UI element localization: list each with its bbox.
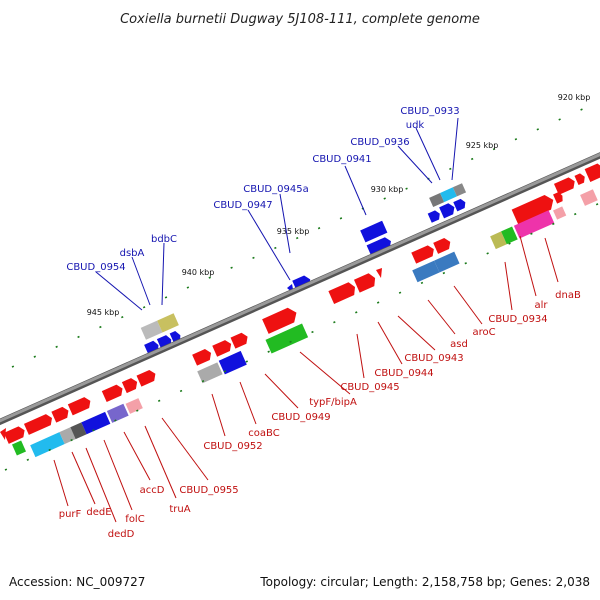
gene-label: CBUD_0949 bbox=[271, 412, 330, 423]
gene-cbud-0934 bbox=[511, 192, 563, 225]
bottom-labels: dnaB alr CBUD_0934 aroC asd CBUD_0943 CB… bbox=[59, 290, 581, 540]
kbp-scale: 920 kbp 925 kbp 930 kbp 935 kbp 940 kbp … bbox=[87, 93, 591, 317]
gene-label: CBUD_0945 bbox=[340, 382, 399, 393]
gene-label: accD bbox=[140, 485, 165, 496]
genome-backbone bbox=[0, 152, 600, 426]
gene-label: CBUD_0944 bbox=[374, 368, 433, 379]
gene-dnaB bbox=[580, 189, 598, 206]
kbp-label: 940 kbp bbox=[182, 268, 215, 277]
gene-cbud-0941b bbox=[366, 237, 391, 257]
gene-label: alr bbox=[534, 300, 548, 311]
gene-label: CBUD_0947 bbox=[213, 200, 272, 211]
top-leader-lines bbox=[95, 117, 459, 311]
gene-label: CBUD_0934 bbox=[488, 314, 547, 325]
gene-label: dnaB bbox=[555, 290, 581, 301]
gene-label: dedE bbox=[86, 507, 111, 518]
gene-label: CBUD_0954 bbox=[66, 262, 125, 273]
gene-label: typF/bipA bbox=[309, 397, 357, 408]
kbp-label: 935 kbp bbox=[277, 227, 310, 236]
gene-label: dedD bbox=[108, 529, 135, 540]
gene-coaBC bbox=[197, 350, 247, 384]
gene-udk bbox=[429, 183, 467, 207]
gene-label: aroC bbox=[472, 327, 495, 338]
kbp-label: 920 kbp bbox=[558, 93, 591, 102]
gene-label: bdbC bbox=[151, 234, 177, 245]
gene-cbud-0955 bbox=[101, 369, 156, 403]
gene-label: udk bbox=[406, 120, 425, 131]
gene-purF-edge bbox=[0, 428, 6, 440]
gene-cbud-0949 bbox=[192, 332, 248, 366]
gene-folC bbox=[30, 398, 143, 458]
gene-typF-bipA bbox=[265, 323, 309, 354]
gene-label: folC bbox=[125, 514, 144, 525]
gene-truA-cluster bbox=[3, 397, 91, 444]
kbp-label: 925 kbp bbox=[466, 141, 499, 150]
gene-label: CBUD_0933 bbox=[400, 106, 459, 117]
gene-label: purF bbox=[59, 509, 82, 520]
gene-cbud-0943 bbox=[328, 273, 376, 304]
gene-cbud-0944 bbox=[376, 268, 382, 278]
kbp-label: 945 kbp bbox=[87, 308, 120, 317]
gene-alr bbox=[490, 206, 567, 250]
map-title: Coxiella burnetii Dugway 5J108-111, comp… bbox=[120, 12, 480, 27]
gene-label: dsbA bbox=[120, 248, 145, 259]
gene-cbud-0945 bbox=[262, 307, 297, 334]
accession-text: Accession: NC_009727 bbox=[9, 575, 145, 589]
gene-label: coaBC bbox=[248, 428, 279, 439]
gene-label: asd bbox=[450, 339, 468, 350]
gene-label: CBUD_0955 bbox=[179, 485, 238, 496]
gene-asd bbox=[412, 251, 460, 283]
gene-bdbC bbox=[140, 313, 179, 340]
gene-label: truA bbox=[169, 504, 190, 515]
gene-cbud-0941 bbox=[360, 220, 388, 243]
gene-label: CBUD_0943 bbox=[404, 353, 463, 364]
bottom-leader-lines bbox=[53, 235, 559, 523]
forward-strand-genes bbox=[0, 163, 600, 458]
gene-cluster-blue bbox=[427, 198, 466, 223]
genome-summary-text: Topology: circular; Length: 2,158,758 bp… bbox=[259, 575, 590, 589]
gene-label: CBUD_0945a bbox=[243, 184, 308, 195]
gene-aroC bbox=[411, 238, 451, 264]
kbp-label: 930 kbp bbox=[371, 185, 404, 194]
top-labels: CBUD_0933 udk CBUD_0936 CBUD_0941 CBUD_0… bbox=[66, 106, 459, 273]
gene-label: CBUD_0952 bbox=[203, 441, 262, 452]
gene-label: CBUD_0936 bbox=[350, 137, 409, 148]
gene-label: CBUD_0941 bbox=[312, 154, 371, 165]
gene-dnaB-cluster bbox=[553, 163, 600, 195]
gene-purF bbox=[11, 440, 27, 456]
reverse-strand-genes bbox=[140, 183, 467, 356]
